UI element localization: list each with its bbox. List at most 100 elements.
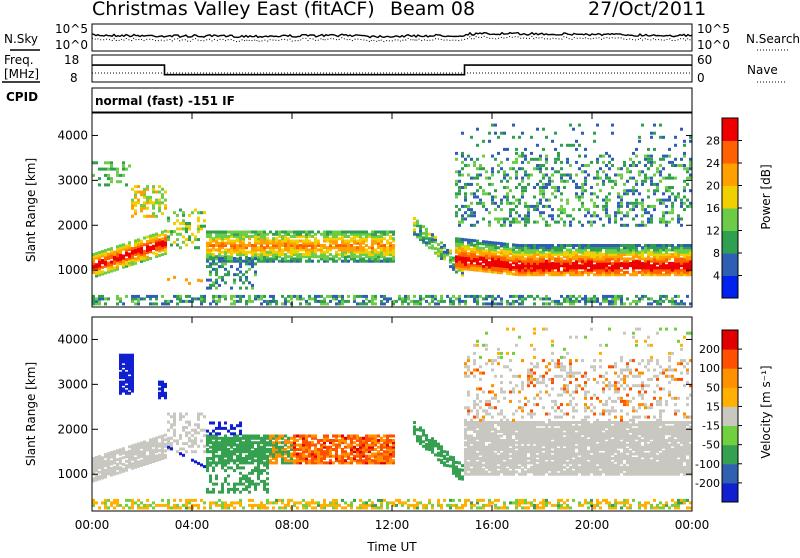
power-cell: [128, 253, 131, 256]
power-cell: [461, 214, 464, 217]
velocity-cell: [266, 506, 269, 509]
power-cell: [464, 196, 467, 199]
power-cell: [110, 161, 113, 164]
power-cell: [305, 260, 308, 263]
velocity-cell: [437, 499, 440, 502]
velocity-cell: [323, 461, 326, 464]
velocity-cell: [398, 499, 401, 502]
power-cell: [158, 209, 161, 212]
power-cell: [149, 201, 152, 204]
velocity-cell: [266, 455, 269, 458]
velocity-cell: [293, 501, 296, 504]
power-cell: [251, 244, 254, 247]
power-cell: [662, 155, 665, 158]
power-cell: [155, 295, 158, 298]
power-cell: [197, 225, 200, 228]
power-cell: [437, 243, 440, 246]
power-cell: [569, 164, 572, 167]
power-cell: [632, 208, 635, 211]
power-cell: [470, 248, 473, 251]
power-cell: [95, 161, 98, 164]
velocity-cell: [230, 466, 233, 469]
power-cell: [140, 297, 143, 300]
power-cell: [497, 170, 500, 173]
power-cell: [320, 233, 323, 236]
velocity-cell: [161, 504, 164, 507]
power-cell: [578, 221, 581, 224]
power-cell: [158, 207, 161, 210]
velocity-cell: [188, 439, 191, 442]
power-cell: [671, 202, 674, 205]
power-cell: [626, 170, 629, 173]
power-cell: [476, 174, 479, 177]
power-cell: [182, 222, 185, 225]
velocity-cell: [140, 501, 143, 504]
power-cell: [515, 295, 518, 298]
velocity-cell: [158, 449, 161, 452]
power-cell: [359, 231, 362, 234]
velocity-cell: [281, 446, 284, 449]
power-cell: [581, 164, 584, 167]
velocity-cell: [218, 424, 221, 427]
velocity-cell: [95, 501, 98, 504]
power-cell: [512, 300, 515, 303]
velocity-cell: [260, 437, 263, 440]
power-cell: [197, 238, 200, 241]
velocity-cell: [104, 453, 107, 456]
velocity-cell: [353, 446, 356, 449]
power-cell: [116, 174, 119, 177]
power-cell: [659, 164, 662, 167]
power-cell: [533, 186, 536, 189]
power-cell: [599, 218, 602, 221]
velocity-cell: [431, 504, 434, 507]
power-cell: [179, 246, 182, 249]
velocity-cell: [164, 438, 167, 441]
power-cell: [464, 300, 467, 303]
power-cell: [539, 164, 542, 167]
velocity-cell: [284, 457, 287, 460]
power-cell: [641, 199, 644, 202]
velocity-cell: [122, 506, 125, 509]
power-cell: [569, 224, 572, 227]
power-cell: [608, 214, 611, 217]
power-cell: [620, 196, 623, 199]
power-cell: [500, 199, 503, 202]
power-cell: [464, 205, 467, 208]
power-cell: [176, 238, 179, 241]
power-cell: [206, 242, 209, 245]
power-cell: [566, 202, 569, 205]
velocity-cell: [170, 415, 173, 418]
power-cell: [461, 174, 464, 177]
power-cell: [542, 164, 545, 167]
power-cell: [683, 167, 686, 170]
power-cell: [659, 170, 662, 173]
power-cell: [650, 132, 653, 135]
velocity-cell: [212, 488, 215, 491]
nsky-tick-top: 10^5: [55, 22, 88, 36]
velocity-cell: [116, 449, 119, 452]
power-cell: [185, 278, 188, 281]
velocity-cell: [257, 464, 260, 467]
power-cell: [458, 295, 461, 298]
power-cell: [245, 287, 248, 290]
power-cell: [593, 214, 596, 217]
power-cell: [470, 183, 473, 186]
power-cell: [422, 297, 425, 300]
power-cell: [629, 189, 632, 192]
power-cell: [683, 189, 686, 192]
power-cell: [104, 161, 107, 164]
power-cell: [581, 183, 584, 186]
power-cell: [476, 202, 479, 205]
velocity-cell: [437, 443, 440, 446]
power-cell: [260, 302, 263, 305]
power-cell: [521, 155, 524, 158]
velocity-cell: [215, 432, 218, 435]
power-cell: [101, 266, 104, 269]
power-cell: [530, 152, 533, 155]
power-cell: [218, 231, 221, 234]
velocity-cell: [263, 464, 266, 467]
power-cell: [644, 155, 647, 158]
power-cell: [455, 297, 458, 300]
power-cell: [647, 158, 650, 161]
velocity-cell: [215, 477, 218, 480]
